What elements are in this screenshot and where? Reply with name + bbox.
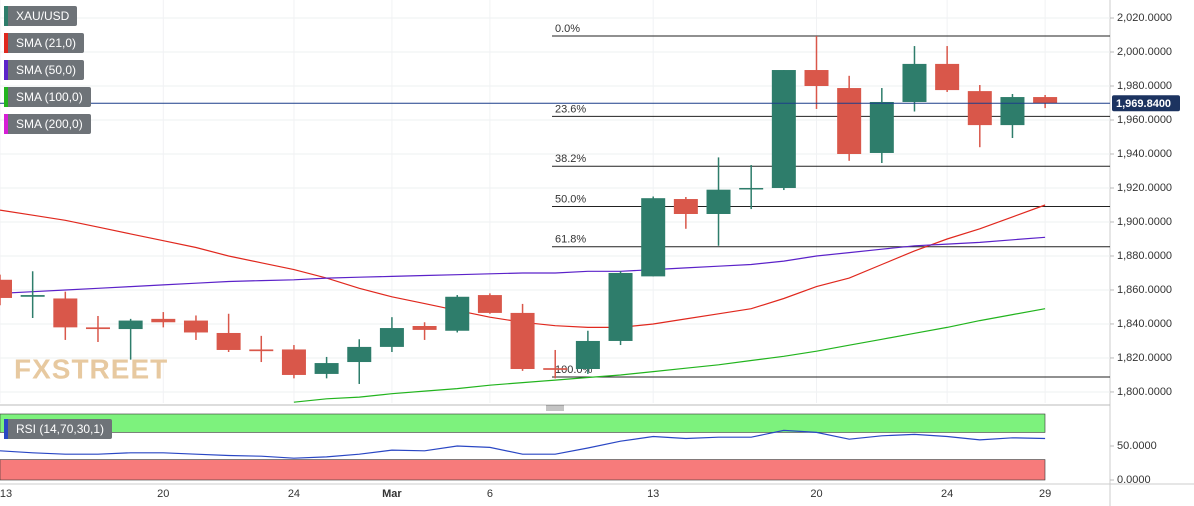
rsi-pane bbox=[0, 413, 1046, 481]
x-tick-label: Mar bbox=[382, 488, 402, 500]
y-tick-label: 1,920.0000 bbox=[1117, 182, 1172, 194]
fib-label: 23.6% bbox=[555, 103, 586, 115]
candle-body bbox=[1000, 97, 1025, 126]
legend-item[interactable]: SMA (100,0) bbox=[4, 87, 91, 107]
y-tick-label: 1,800.0000 bbox=[1117, 386, 1172, 398]
candle-body bbox=[739, 187, 764, 190]
candle-body bbox=[902, 63, 927, 102]
candle-body bbox=[477, 295, 502, 313]
x-tick-label: 13 bbox=[0, 488, 12, 500]
y-tick-label: 1,840.0000 bbox=[1117, 318, 1172, 330]
candle-body bbox=[118, 320, 143, 330]
fib-label: 61.8% bbox=[555, 234, 586, 246]
x-tick-label: 20 bbox=[157, 488, 169, 500]
y-tick-label: 2,000.0000 bbox=[1117, 46, 1172, 58]
y-tick-label: 2,020.0000 bbox=[1117, 12, 1172, 24]
candle-body bbox=[771, 70, 796, 188]
candle-body bbox=[837, 88, 862, 154]
y-tick-label: 1,860.0000 bbox=[1117, 284, 1172, 296]
sma-line bbox=[0, 236, 1046, 294]
last-price-box bbox=[1112, 95, 1180, 112]
candle-body bbox=[85, 327, 110, 330]
legend-item[interactable]: SMA (200,0) bbox=[4, 114, 91, 134]
overbought-zone bbox=[0, 413, 1046, 433]
y-tick-label: 1,980.0000 bbox=[1117, 80, 1172, 92]
x-tick-label: 20 bbox=[810, 488, 822, 500]
y-tick-label: 1,880.0000 bbox=[1117, 250, 1172, 262]
pane-grip bbox=[546, 405, 564, 411]
candle-body bbox=[575, 340, 600, 370]
candle-body bbox=[706, 189, 731, 214]
y-tick-label: 1,900.0000 bbox=[1117, 216, 1172, 228]
watermark: FXSTREET bbox=[14, 353, 168, 384]
candle-body bbox=[641, 198, 666, 277]
candle-body bbox=[412, 326, 437, 330]
x-tick-label: 6 bbox=[487, 488, 493, 500]
candle-body bbox=[281, 349, 306, 375]
y-tick-label: 1,820.0000 bbox=[1117, 352, 1172, 364]
candle-body bbox=[673, 199, 698, 214]
candle-body bbox=[183, 320, 208, 333]
y-tick-label: 50.0000 bbox=[1117, 440, 1157, 452]
candle-body bbox=[510, 312, 535, 370]
fib-label: 0.0% bbox=[555, 23, 580, 35]
candle-body bbox=[0, 279, 12, 298]
candle-body bbox=[543, 368, 568, 370]
candle-body bbox=[967, 91, 992, 126]
y-tick-label: 1,960.0000 bbox=[1117, 114, 1172, 126]
candle-body bbox=[379, 328, 404, 347]
candle-body bbox=[935, 63, 960, 91]
sma-line bbox=[293, 308, 1046, 403]
candle-body bbox=[608, 272, 633, 341]
candle-body bbox=[216, 332, 241, 350]
legend-item[interactable]: SMA (21,0) bbox=[4, 33, 85, 53]
candle-body bbox=[314, 363, 339, 374]
candle-body bbox=[869, 101, 894, 153]
x-tick-label: 29 bbox=[1039, 488, 1051, 500]
candle-body bbox=[151, 318, 176, 323]
x-tick-label: 24 bbox=[941, 488, 953, 500]
candle-body bbox=[347, 346, 372, 363]
x-tick-label: 13 bbox=[647, 488, 659, 500]
y-tick-label: 0.0000 bbox=[1117, 474, 1151, 486]
candle-body bbox=[53, 298, 78, 328]
y-tick-label: 1,940.0000 bbox=[1117, 148, 1172, 160]
x-tick-label: 24 bbox=[288, 488, 300, 500]
legend-item[interactable]: SMA (50,0) bbox=[4, 60, 85, 80]
oversold-zone bbox=[0, 459, 1046, 481]
rsi-line bbox=[0, 429, 1046, 459]
candle-body bbox=[445, 296, 470, 331]
axes: 1,800.0000 1,820.0000 1,840.0000 1,860.0000… bbox=[0, 12, 1180, 500]
legend-item[interactable]: RSI (14,70,30,1) bbox=[4, 419, 113, 439]
last-price-label: 1,969.8400 bbox=[1116, 98, 1171, 110]
candle-body bbox=[1033, 97, 1058, 104]
candle-body bbox=[249, 349, 274, 352]
candle-body bbox=[20, 295, 45, 297]
fib-label: 50.0% bbox=[555, 193, 586, 205]
legend-item[interactable]: XAU/USD bbox=[4, 6, 78, 26]
fib-label: 38.2% bbox=[555, 153, 586, 165]
candle-body bbox=[804, 70, 829, 87]
